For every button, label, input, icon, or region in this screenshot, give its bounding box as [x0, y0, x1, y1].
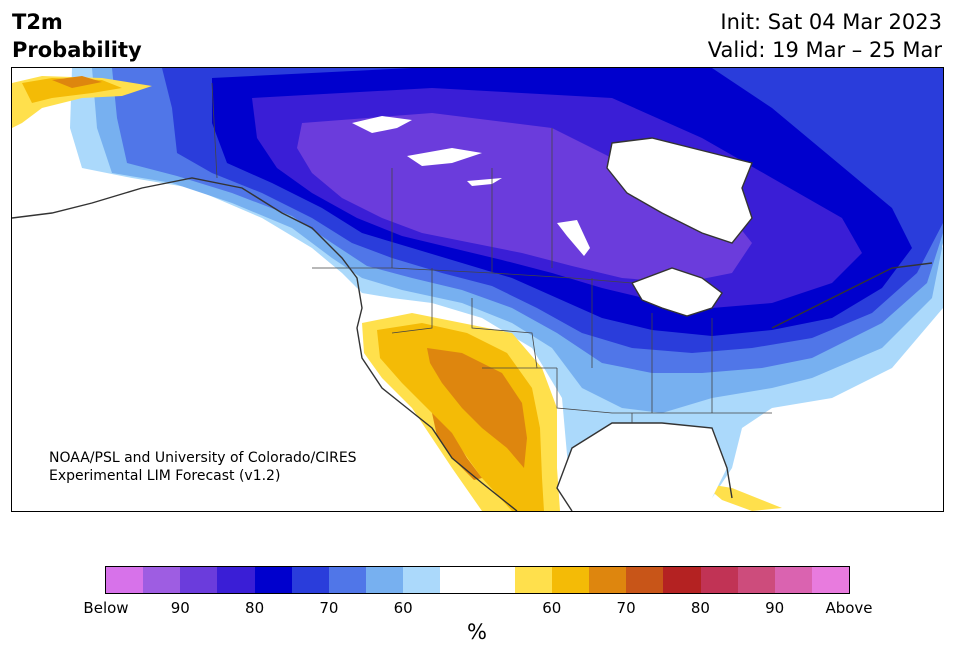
colorbar-tick-label: 70	[319, 599, 339, 617]
colorbar-cell	[811, 567, 850, 593]
colorbar-cell	[774, 567, 812, 593]
great-lake-slave	[407, 148, 482, 166]
colorbar-cell	[514, 567, 552, 593]
colorbar-tick-label: 80	[690, 599, 710, 617]
colorbar-cell	[403, 567, 441, 593]
colorbar-cell	[551, 567, 590, 593]
gulf-of-mexico	[557, 423, 727, 511]
colorbar-tick-label: 70	[616, 599, 636, 617]
colorbar-cell	[366, 567, 404, 593]
colorbar	[105, 566, 850, 594]
alaska-above-65-region	[52, 76, 102, 88]
lake-athabasca	[467, 178, 502, 186]
colorbar-cell	[626, 567, 664, 593]
colorbar-cell	[180, 567, 218, 593]
hudson-bay	[607, 138, 752, 243]
colorbar-cell	[589, 567, 627, 593]
colorbar-unit: %	[467, 620, 487, 644]
colorbar-tick-label: 90	[765, 599, 785, 617]
colorbar-cell	[663, 567, 701, 593]
great-lakes	[632, 268, 722, 316]
probability-map	[11, 67, 944, 512]
forecast-credit: NOAA/PSL and University of Colorado/CIRE…	[49, 449, 357, 485]
cuba-above-region	[702, 483, 782, 511]
colorbar-cell	[254, 567, 292, 593]
colorbar-cell	[291, 567, 329, 593]
above-65-baja-region	[432, 413, 482, 480]
map-svg	[12, 68, 943, 511]
colorbar-tick-label: 60	[542, 599, 562, 617]
title-line-1: T2m	[12, 10, 63, 34]
colorbar-tick-label: Above	[825, 599, 873, 617]
init-date: Init: Sat 04 Mar 2023	[720, 10, 942, 34]
colorbar-cell	[440, 567, 478, 593]
above-60-region	[377, 323, 544, 511]
colorbar-cell	[217, 567, 255, 593]
great-lake-bear	[352, 116, 412, 133]
colorbar-cell	[143, 567, 181, 593]
colorbar-cell	[106, 567, 144, 593]
colorbar-cell	[328, 567, 367, 593]
political-borders	[211, 82, 772, 423]
colorbar-tick-label: 60	[393, 599, 413, 617]
colorbar-cell	[477, 567, 515, 593]
colorbar-tick-label: Below	[83, 599, 129, 617]
title-line-2: Probability	[12, 38, 142, 62]
colorbar-tick-label: 80	[245, 599, 265, 617]
colorbar-cell	[737, 567, 775, 593]
credit-line-1: NOAA/PSL and University of Colorado/CIRE…	[49, 450, 357, 466]
forecast-dates: Init: Sat 04 Mar 2023 Valid: 19 Mar – 25…	[708, 8, 942, 64]
colorbar-cell	[700, 567, 738, 593]
above-65-region	[427, 348, 527, 468]
coastlines	[12, 137, 933, 511]
valid-range: Valid: 19 Mar – 25 Mar	[707, 38, 942, 62]
alaska-above-60-region	[22, 78, 122, 103]
credit-line-2: Experimental LIM Forecast (v1.2)	[49, 468, 281, 484]
colorbar-tick-label: 90	[170, 599, 190, 617]
map-title: T2m Probability	[12, 8, 142, 64]
lake-winnipeg	[557, 220, 590, 256]
